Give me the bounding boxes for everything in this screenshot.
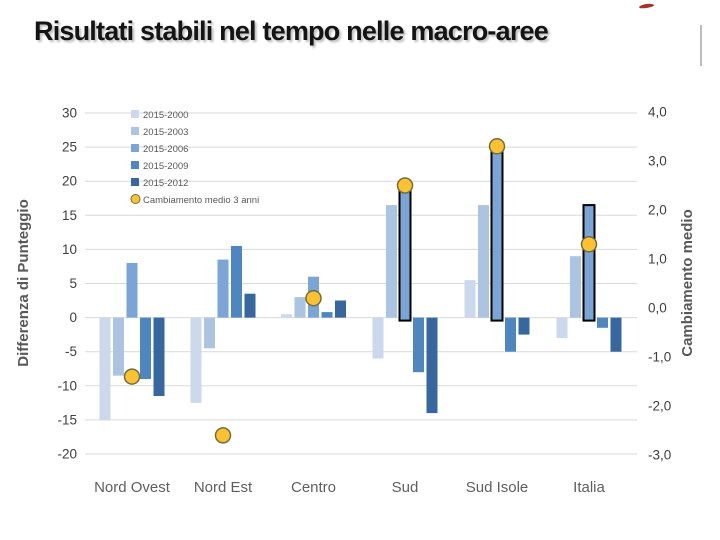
left-axis-tick: 10 (62, 242, 77, 257)
category-label-sud-isole: Sud Isole (466, 479, 529, 496)
dot-cambiamento-medio-sud (396, 177, 414, 194)
dot-cambiamento-medio-nord-est (214, 427, 232, 444)
bar-2015-2000-centro (281, 314, 292, 318)
legend-dot-icon (130, 194, 141, 204)
category-label-nord-est: Nord Est (194, 479, 253, 496)
bar-2015-2003-italia (570, 256, 581, 318)
bar-2015-2009-nord-ovest (140, 317, 151, 379)
left-axis-tick: 15 (62, 208, 77, 223)
right-axis-tick: -1,0 (648, 350, 671, 365)
right-axis-tick: 3,0 (648, 154, 667, 169)
right-axis-tick: 4,0 (648, 105, 667, 120)
category-label-sud: Sud (392, 479, 419, 496)
legend-swatch-icon (131, 178, 139, 186)
bar-2015-2006-nord-est (217, 259, 229, 318)
divider-line (700, 25, 702, 66)
bar-2015-2003-nord-ovest (113, 317, 124, 376)
bar-2015-2000-sud-isole (464, 280, 476, 318)
right-axis-tick: 1,0 (648, 252, 667, 267)
bar-2015-2003-sud (386, 205, 397, 318)
legend-label: 2015-2012 (143, 178, 188, 189)
right-axis-title: Cambiamento medio (679, 209, 696, 357)
legend-swatch-icon (131, 161, 139, 169)
bar-2015-2009-nord-est (231, 246, 242, 318)
bar-2015-2006-italia (582, 204, 596, 322)
bar-2015-2000-italia (556, 317, 568, 339)
dot-cambiamento-medio-italia (580, 236, 598, 253)
left-axis-tick: -10 (57, 378, 77, 393)
category-label-centro: Centro (291, 479, 336, 496)
bar-2015-2000-nord-ovest (99, 317, 111, 420)
legend-swatch-icon (131, 144, 139, 152)
bar-2015-2000-sud (372, 317, 384, 359)
category-label-nord-ovest: Nord Ovest (94, 479, 171, 496)
dot-cambiamento-medio-sud-isole (488, 138, 506, 155)
dot-cambiamento-medio-nord-ovest (123, 368, 141, 385)
bar-2015-2012-sud (426, 317, 438, 414)
bar-2015-2006-sud (398, 190, 412, 322)
legend-swatch-icon (131, 127, 139, 135)
bar-2015-2012-centro (335, 300, 346, 318)
bar-2015-2003-sud-isole (478, 205, 489, 318)
bar-2015-2009-centro (321, 312, 333, 318)
right-axis-tick: 2,0 (648, 203, 667, 218)
bar-2015-2012-nord-est (244, 293, 256, 318)
bar-2015-2006-nord-ovest (126, 263, 138, 318)
left-axis-tick: 25 (62, 140, 77, 155)
legend-label: 2015-2003 (143, 127, 188, 138)
dot-cambiamento-medio-centro (305, 289, 322, 307)
bar-2015-2000-nord-est (190, 317, 202, 403)
right-axis-tick: 0,0 (648, 301, 667, 316)
right-axis-tick: -2,0 (648, 399, 671, 414)
bar-2015-2009-italia (597, 317, 608, 328)
bar-2015-2006-sud-isole (490, 146, 504, 322)
legend-label: 2015-2000 (143, 110, 188, 121)
bar-2015-2003-nord-est (204, 317, 215, 349)
bar-2015-2012-sud-isole (518, 317, 530, 335)
bar-2015-2003-centro (294, 297, 306, 318)
slide-title: Risultati stabili nel tempo nelle macro-… (34, 16, 549, 46)
legend-label: 2015-2009 (143, 161, 188, 172)
legend-label: 2015-2006 (143, 144, 188, 155)
category-label-italia: Italia (573, 479, 605, 496)
left-axis-tick: -20 (57, 447, 77, 462)
left-axis-tick: 5 (69, 276, 77, 291)
left-axis-tick: 20 (62, 174, 77, 189)
left-axis-tick: -5 (65, 344, 77, 359)
left-axis-tick: 0 (69, 310, 77, 325)
legend-label: Cambiamento medio 3 anni (143, 195, 259, 206)
bar-2015-2009-sud-isole (505, 317, 516, 352)
legend-swatch-icon (131, 110, 139, 118)
right-axis-tick: -3,0 (648, 448, 671, 463)
bar-2015-2012-italia (610, 317, 622, 352)
bar-2015-2012-nord-ovest (153, 317, 165, 396)
left-axis-tick: -15 (57, 412, 77, 427)
left-axis-title: Differenza di Punteggio (15, 199, 32, 367)
left-axis-tick: 30 (62, 106, 77, 121)
bar-2015-2009-sud (413, 317, 424, 373)
